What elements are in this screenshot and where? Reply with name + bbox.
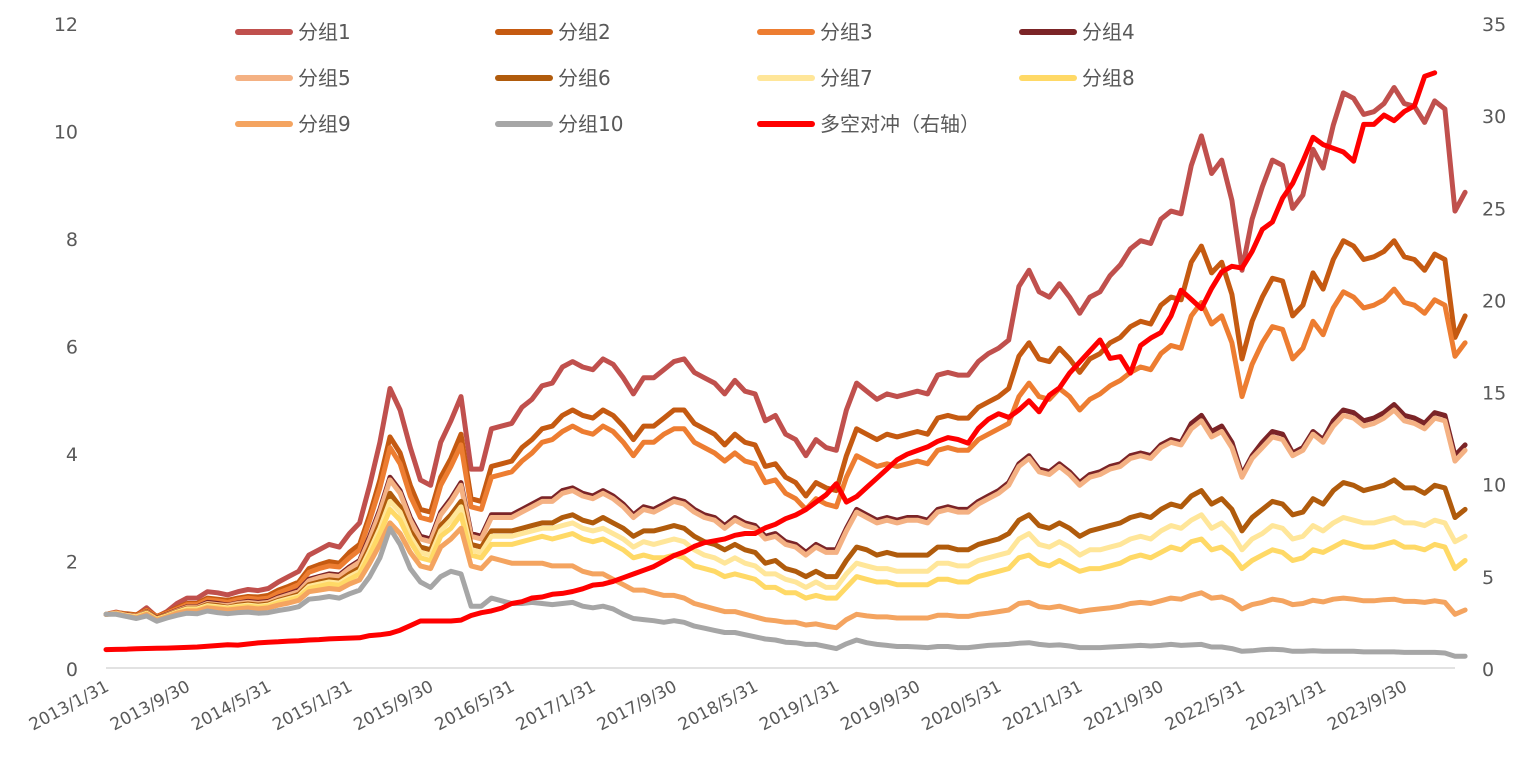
legend-label: 分组9 [298,112,351,136]
legend-label: 分组2 [558,20,611,44]
legend-item: 分组5 [235,66,351,90]
right-y-tick-label: 0 [1482,659,1494,681]
series-line-10 [103,525,1468,659]
x-tick-label: 2018/5/31 [675,677,761,736]
right-y-tick-label: 20 [1482,290,1506,312]
x-tick-label: 2022/5/31 [1162,677,1248,736]
x-tick-label: 2015/1/31 [269,677,355,736]
x-tick-label: 2014/5/31 [188,677,274,736]
series-line-11 [103,70,1438,653]
legend-label: 分组4 [1082,20,1135,44]
left-y-tick-label: 12 [54,14,78,36]
x-tick-label: 2021/9/30 [1081,677,1167,736]
left-y-tick-label: 6 [66,337,78,359]
legend-label: 分组7 [820,66,873,90]
x-tick-label: 2023/9/30 [1324,677,1410,736]
legend-label: 分组6 [558,66,611,90]
right-y-tick-label: 30 [1482,106,1506,128]
x-tick-label: 2013/1/31 [26,677,112,736]
legend-label: 多空对冲（右轴） [820,112,980,136]
legend-label: 分组1 [298,20,351,44]
series-line-3 [103,286,1468,620]
x-tick-label: 2016/5/31 [432,677,518,736]
legend-item: 分组4 [1019,20,1135,44]
x-axis: 2013/1/312013/9/302014/5/312015/1/312015… [26,667,1455,736]
legend-label: 分组8 [1082,66,1135,90]
series-lines [103,70,1468,659]
left-y-tick-label: 2 [66,552,78,574]
right-y-tick-label: 10 [1482,475,1506,497]
right-y-tick-label: 5 [1482,567,1494,589]
legend-item: 分组7 [757,66,873,90]
legend-item: 分组6 [495,66,611,90]
series-line-2 [103,238,1468,619]
legend-label: 分组5 [298,66,351,90]
left-y-tick-label: 4 [66,444,78,466]
legend-item: 分组10 [495,112,623,136]
x-tick-label: 2021/1/31 [1000,677,1086,736]
legend-item: 分组8 [1019,66,1135,90]
legend-label: 分组10 [558,112,623,136]
left-y-tick-label: 0 [66,659,78,681]
left-y-tick-label: 8 [66,229,78,251]
x-tick-label: 2023/1/31 [1243,677,1329,736]
series-line-9 [103,520,1468,631]
series-line-1 [103,85,1468,620]
left-y-tick-label: 10 [54,122,78,144]
series-line-8 [103,506,1468,623]
x-tick-label: 2017/9/30 [594,677,680,736]
legend-item: 分组1 [235,20,351,44]
right-y-tick-label: 15 [1482,383,1506,405]
legend-item: 分组3 [757,20,873,44]
x-tick-label: 2013/9/30 [107,677,193,736]
legend-item: 分组9 [235,112,351,136]
series-line-5 [103,407,1468,621]
legend: 分组1 分组2 分组3 分组4 分组5 分组6 分组7 分组8 分组9 分组10 多空对冲（右轴） [235,20,1135,136]
right-y-tick-label: 35 [1482,14,1506,36]
legend-item: 分组2 [495,20,611,44]
right-y-axis: 0 5 10 15 20 25 30 35 [1482,14,1506,681]
x-tick-label: 2019/1/31 [756,677,842,736]
x-tick-label: 2017/1/31 [513,677,599,736]
left-y-axis: 0 2 4 6 8 10 12 [54,14,78,681]
legend-label: 分组3 [820,20,873,44]
x-tick-label: 2015/9/30 [351,677,437,736]
x-tick-label: 2020/5/31 [919,677,1005,736]
x-tick-label: 2019/9/30 [837,677,923,736]
right-y-tick-label: 25 [1482,198,1506,220]
legend-item: 多空对冲（右轴） [757,112,980,136]
